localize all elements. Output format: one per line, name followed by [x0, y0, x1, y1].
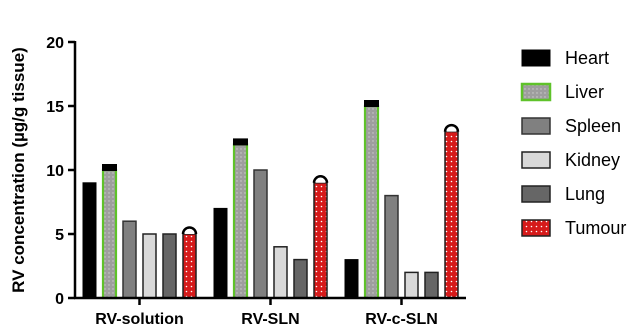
- x-category-label: RV-SLN: [241, 311, 299, 328]
- y-tick-label: 10: [46, 163, 64, 180]
- bar-lung-1: [293, 258, 308, 299]
- bar-kidney-1: [273, 246, 288, 299]
- x-category-label: RV-c-SLN: [365, 311, 438, 328]
- legend-swatch-spleen: [521, 117, 551, 135]
- y-axis: 0 5 10 15 20: [46, 35, 77, 308]
- x-category-label: RV-solution: [95, 311, 184, 328]
- legend-label-heart: Heart: [565, 48, 609, 68]
- legend-swatch-tumour: [521, 219, 551, 237]
- legend-label-spleen: Spleen: [565, 116, 621, 136]
- y-tick-label: 5: [55, 227, 64, 244]
- x-axis: RV-solution RV-SLN RV-c-SLN: [74, 296, 466, 328]
- bar-heart-0: [82, 182, 97, 299]
- error-cap-fill: [446, 126, 457, 132]
- bar-spleen-0: [122, 220, 137, 299]
- error-cap-fill: [184, 229, 195, 234]
- bar-tumour-0: [182, 233, 197, 299]
- error-cap: [312, 175, 329, 183]
- bar-lung-0: [162, 233, 177, 299]
- y-tick-label: 20: [46, 35, 64, 52]
- y-axis-title: RV concentration (µg/g tissue): [9, 47, 28, 293]
- bar-spleen-2: [384, 194, 399, 299]
- bar-heart-2: [344, 259, 359, 299]
- bar-kidney-2: [404, 271, 419, 299]
- bar-heart-1: [213, 207, 228, 299]
- bar-liver-2: [363, 104, 380, 300]
- legend: Heart Liver Spleen Kidney Lung Tumour: [520, 48, 626, 238]
- bar-tumour-2: [444, 130, 459, 299]
- legend-swatch-heart: [521, 49, 551, 67]
- legend-swatch-kidney: [521, 151, 551, 169]
- legend-label-tumour: Tumour: [565, 218, 626, 238]
- y-tick-label: 0: [55, 291, 64, 308]
- error-cap: [102, 164, 117, 171]
- bar-liver-1: [232, 143, 249, 300]
- error-cap: [364, 100, 379, 107]
- bar-kidney-0: [142, 233, 157, 299]
- error-cap-fill: [315, 177, 326, 183]
- bar-spleen-1: [253, 169, 268, 299]
- legend-label-liver: Liver: [565, 82, 604, 102]
- error-cap: [181, 226, 198, 235]
- legend-label-lung: Lung: [565, 184, 605, 204]
- bars: [82, 100, 460, 300]
- legend-swatch-liver: [520, 82, 552, 102]
- bar-tumour-1: [313, 182, 328, 299]
- legend-swatch-lung: [521, 185, 551, 203]
- y-tick-label: 15: [46, 99, 64, 116]
- error-cap: [443, 123, 460, 132]
- error-cap: [233, 138, 248, 146]
- bar-lung-2: [424, 271, 439, 299]
- legend-label-kidney: Kidney: [565, 150, 620, 170]
- bar-liver-0: [101, 168, 118, 300]
